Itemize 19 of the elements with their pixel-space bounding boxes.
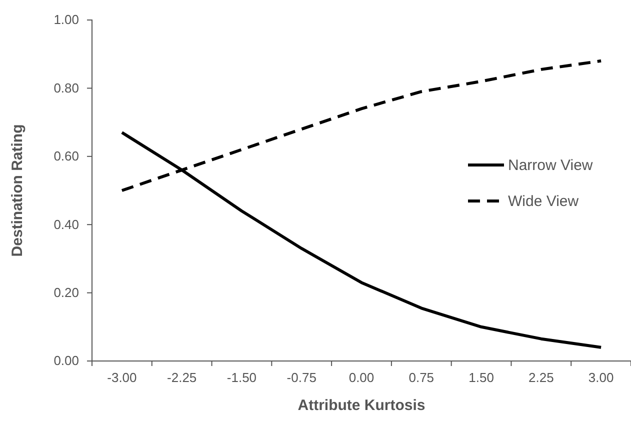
y-tick-label: 0.20 xyxy=(54,284,79,300)
y-tick-label: 0.60 xyxy=(54,148,79,164)
legend-label: Wide View xyxy=(508,193,579,210)
x-tick-label: 0.75 xyxy=(408,370,434,386)
x-tick-label: -2.25 xyxy=(167,370,197,386)
x-tick-label: 2.25 xyxy=(528,370,554,386)
x-tick-label: -1.50 xyxy=(226,370,257,386)
y-tick-label: 0.40 xyxy=(54,216,79,232)
y-tick-label: 0.00 xyxy=(54,353,79,368)
x-tick-label: -3.00 xyxy=(107,370,137,386)
x-tick-label: 0.00 xyxy=(348,370,374,386)
legend-label: Narrow View xyxy=(508,157,593,174)
y-axis-title: Destination Rating xyxy=(9,124,26,257)
y-tick-label: 0.80 xyxy=(54,80,79,96)
x-tick-label: -0.75 xyxy=(286,370,316,386)
y-tick-label: 1.00 xyxy=(54,12,79,28)
x-axis-title: Attribute Kurtosis xyxy=(298,397,426,414)
x-tick-label: 1.50 xyxy=(468,370,494,386)
x-tick-label: 3.00 xyxy=(588,370,614,386)
